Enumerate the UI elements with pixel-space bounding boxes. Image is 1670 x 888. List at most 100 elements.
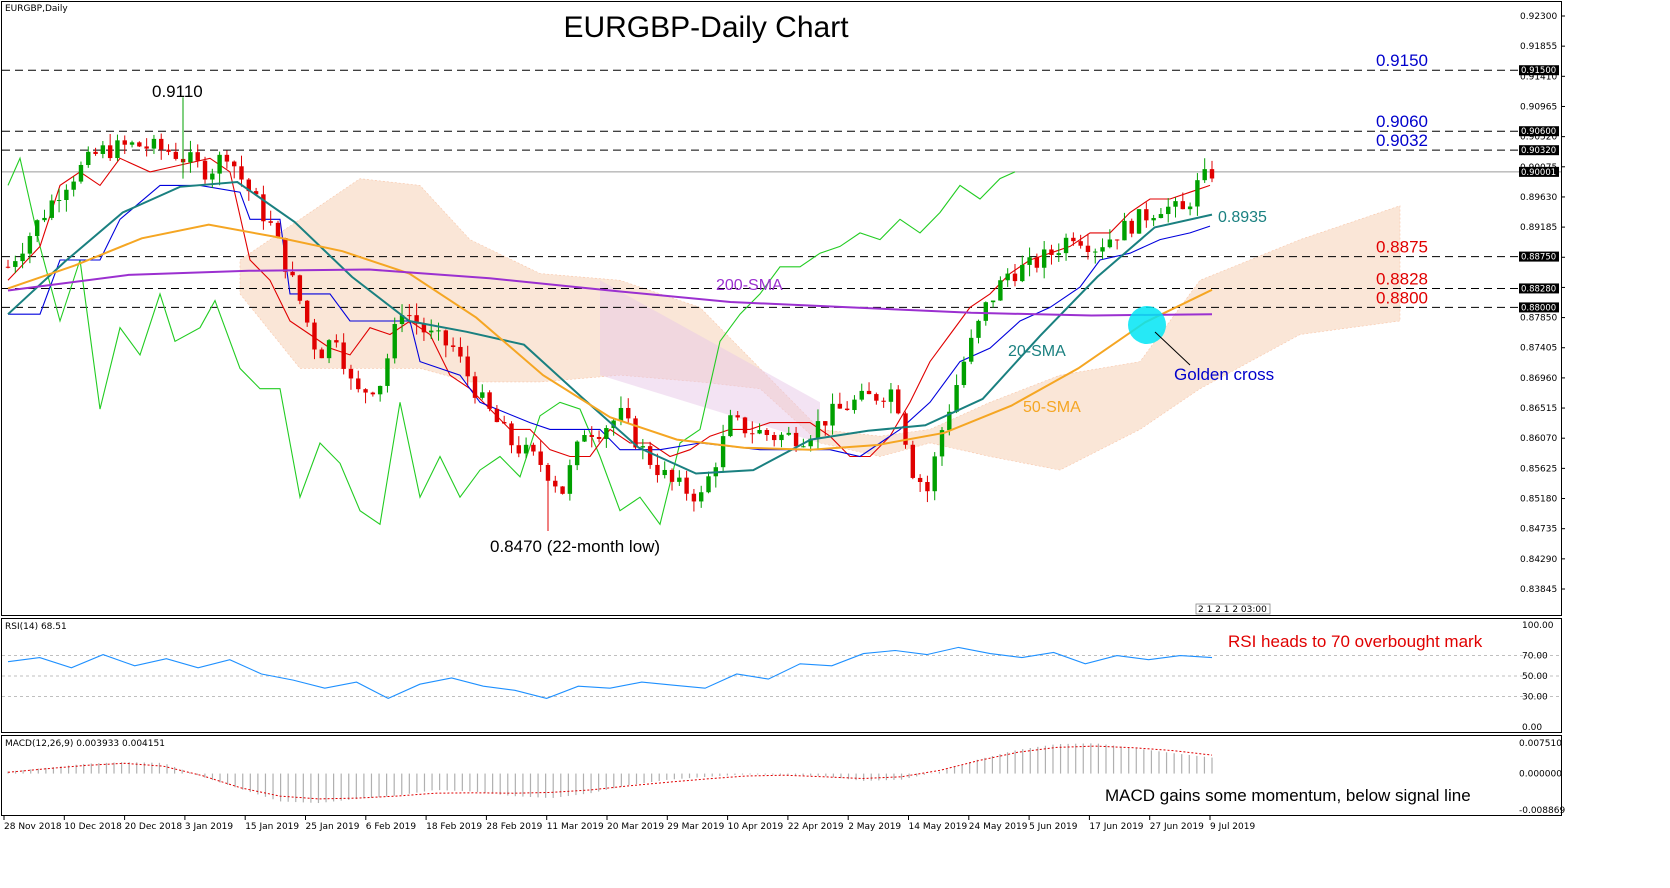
- candle-body: [808, 438, 813, 447]
- rsi-tick-label: 100.00: [1522, 621, 1554, 631]
- date-tick-label: 29 Mar 2019: [667, 822, 724, 832]
- price-tick-label: 0.91855: [1520, 42, 1557, 52]
- macd-label: MACD(12,26,9) 0.003933 0.004151: [5, 739, 165, 749]
- candle-body: [932, 456, 937, 492]
- date-tick-label: 6 Feb 2019: [366, 822, 417, 832]
- date-tick-label: 20 Mar 2019: [607, 822, 664, 832]
- candle-body: [429, 330, 434, 333]
- level-label: 0.8875: [1376, 238, 1428, 257]
- candle-body: [677, 477, 682, 482]
- candle-body: [1195, 180, 1200, 207]
- price-tick-label: 0.86070: [1520, 434, 1557, 444]
- candle-body: [640, 446, 646, 448]
- candle-body: [764, 429, 770, 435]
- level-tag-text: 0.88000: [1521, 303, 1556, 313]
- candle-body: [283, 238, 288, 272]
- candle-body: [348, 368, 354, 379]
- rsi-label: RSI(14) 68.51: [5, 622, 67, 632]
- candle-body: [888, 389, 894, 402]
- candle-body: [728, 415, 733, 437]
- candle-body: [1144, 209, 1149, 221]
- candle-body: [990, 300, 996, 303]
- candle-body: [1078, 241, 1083, 246]
- candle-body: [1027, 257, 1032, 265]
- level-tag-text: 0.88750: [1521, 253, 1556, 263]
- candle-body: [1041, 249, 1047, 268]
- candle-body: [1056, 253, 1061, 255]
- macd-tick-label: 0.007510: [1519, 739, 1562, 749]
- level-tag-box: [1519, 283, 1559, 294]
- candle-body: [706, 476, 711, 493]
- candle-body: [173, 151, 179, 159]
- date-tick-label: 15 Jan 2019: [245, 822, 299, 832]
- support-resistance-levels: [2, 69, 1561, 308]
- candle-body: [414, 315, 419, 324]
- golden-cross-pointer: [1154, 331, 1191, 366]
- candle-body: [553, 480, 558, 487]
- candle-body: [998, 280, 1003, 301]
- macd-tick-label: -0.008869: [1519, 806, 1565, 816]
- candle-body: [1136, 209, 1142, 234]
- candle-body: [407, 315, 412, 317]
- rsi-tick-label: 50.00: [1522, 672, 1548, 682]
- candle-body: [472, 376, 478, 398]
- rsi-tick-label: 70.00: [1522, 652, 1548, 662]
- date-tick-label: 9 Jul 2019: [1210, 822, 1255, 832]
- rsi-axis: 100.00 70.00 50.00 30.00 0.00: [2, 621, 1561, 733]
- date-tick-label: 18 Feb 2019: [426, 822, 482, 832]
- symbol-label: EURGBP,Daily: [5, 4, 68, 14]
- candle-body: [436, 330, 441, 332]
- level-label: 0.9150: [1376, 51, 1428, 70]
- candle-body: [954, 385, 959, 412]
- price-tick-label: 0.84735: [1520, 525, 1557, 535]
- candle-body: [793, 432, 799, 447]
- candle-body: [881, 400, 886, 402]
- candle-body: [377, 385, 383, 395]
- candle-body: [983, 302, 988, 321]
- candle-body: [107, 145, 113, 159]
- candle-body: [326, 340, 332, 359]
- date-tick-label: 24 May 2019: [969, 822, 1028, 832]
- candle-body: [1187, 206, 1193, 210]
- level-label: 0.9032: [1376, 131, 1428, 150]
- candle-body: [917, 477, 923, 483]
- candle-body: [852, 399, 857, 411]
- candle-body: [1085, 245, 1091, 252]
- date-tick-label: 20 Dec 2018: [125, 822, 183, 832]
- candlesticks: [5, 97, 1215, 532]
- date-axis: 28 Nov 2018 10 Dec 2018 20 Dec 2018 3 Jan 2…: [3, 816, 1255, 832]
- candle-body: [1129, 220, 1134, 234]
- candle-body: [910, 444, 916, 478]
- candle-body: [261, 194, 266, 222]
- candle-body: [93, 151, 98, 154]
- price-tick-label: 0.89630: [1520, 193, 1557, 203]
- candle-body: [691, 493, 697, 502]
- candle-body: [1151, 218, 1156, 221]
- candle-body: [750, 433, 755, 435]
- candle-body: [239, 166, 244, 180]
- candle-body: [647, 446, 653, 465]
- date-tick-label: 5 Jun 2019: [1029, 822, 1078, 832]
- candle-body: [604, 428, 609, 439]
- candle-body: [837, 403, 843, 409]
- candle-body: [49, 200, 54, 218]
- candle-body: [202, 160, 208, 180]
- chart-title: EURGBP-Daily Chart: [563, 11, 849, 44]
- candle-body: [1158, 214, 1164, 219]
- macd-tick-label: 0.000000: [1519, 770, 1562, 780]
- price-tick-label: 0.92300: [1520, 12, 1557, 22]
- macd-annotation: MACD gains some momentum, below signal l…: [1105, 786, 1471, 805]
- candle-body: [1202, 169, 1207, 181]
- candle-body: [501, 422, 507, 424]
- candle-body: [1114, 239, 1120, 241]
- candle-body: [224, 154, 230, 162]
- candle-body: [742, 417, 748, 434]
- price-tick-label: 0.84290: [1520, 555, 1557, 565]
- candle-body: [969, 337, 974, 362]
- candle-body: [363, 389, 368, 393]
- date-tick-label: 22 Apr 2019: [788, 822, 844, 832]
- candle-body: [735, 415, 740, 418]
- candle-body: [655, 464, 660, 476]
- price-tick-label: 0.86960: [1520, 374, 1557, 384]
- level-label: 0.8800: [1376, 288, 1428, 307]
